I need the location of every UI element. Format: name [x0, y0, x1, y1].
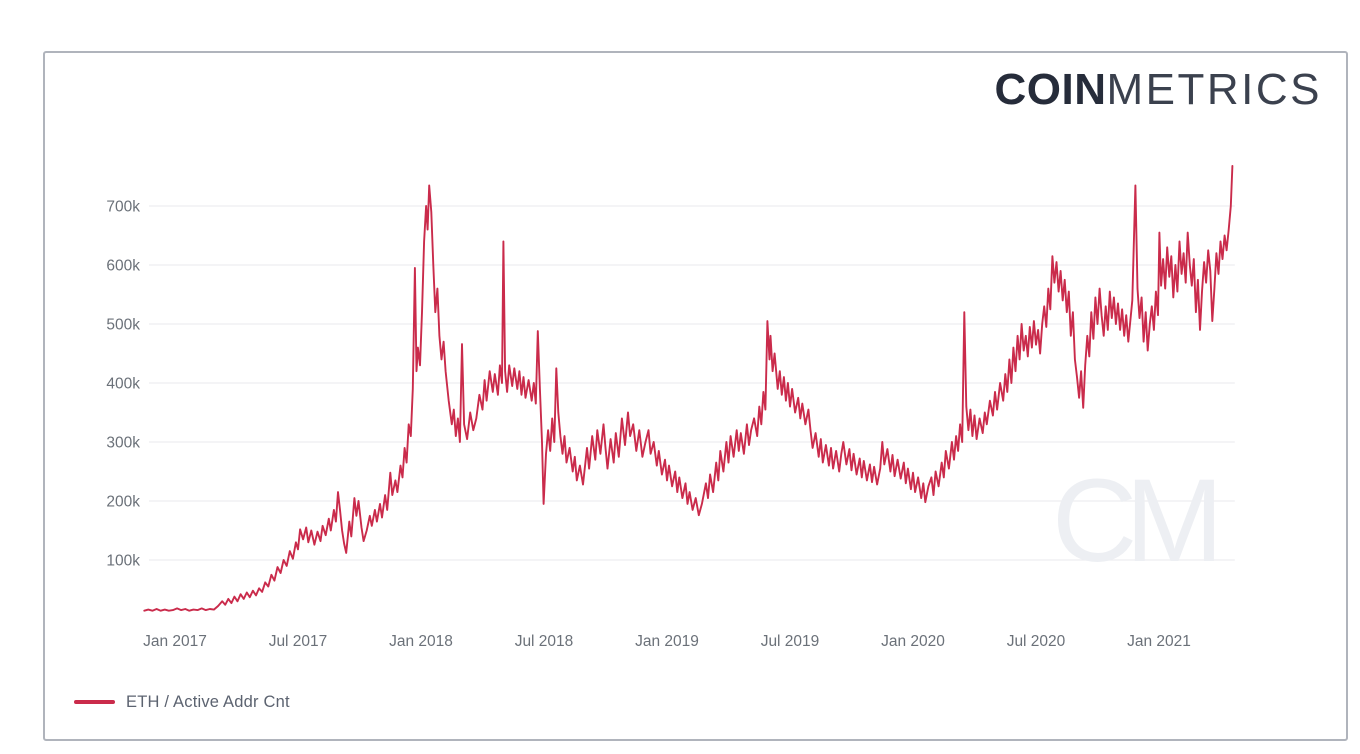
- x-tick-label-Jul-2018: Jul 2018: [515, 633, 574, 650]
- legend-label: ETH / Active Addr Cnt: [126, 692, 290, 711]
- x-tick-label-Jul-2019: Jul 2019: [761, 633, 820, 650]
- y-tick-label-100k: 100k: [106, 553, 140, 570]
- chart-card: [43, 51, 1348, 741]
- logo-text-metrics: METRICS: [1106, 65, 1322, 114]
- y-tick-label-400k: 400k: [106, 376, 140, 393]
- x-tick-label-Jan-2017: Jan 2017: [143, 633, 207, 650]
- logo-text-coin: COIN: [994, 65, 1107, 114]
- y-tick-label-600k: 600k: [106, 258, 140, 275]
- x-tick-label-Jan-2021: Jan 2021: [1127, 633, 1191, 650]
- legend-item-eth-active-addr[interactable]: ETH / Active Addr Cnt: [74, 691, 290, 713]
- x-tick-label-Jan-2018: Jan 2018: [389, 633, 453, 650]
- x-tick-label-Jul-2020: Jul 2020: [1007, 633, 1066, 650]
- legend-line-swatch: [74, 700, 115, 704]
- x-tick-label-Jul-2017: Jul 2017: [269, 633, 328, 650]
- x-tick-label-Jan-2019: Jan 2019: [635, 633, 699, 650]
- y-tick-label-200k: 200k: [106, 494, 140, 511]
- series-line-eth-active-addr-cnt: [143, 164, 1234, 612]
- cm-watermark: CM: [1052, 455, 1223, 587]
- y-tick-label-700k: 700k: [106, 199, 140, 216]
- y-tick-label-300k: 300k: [106, 435, 140, 452]
- coinmetrics-logo: COINMETRICS: [995, 68, 1323, 112]
- x-tick-label-Jan-2020: Jan 2020: [881, 633, 945, 650]
- y-tick-label-500k: 500k: [106, 317, 140, 334]
